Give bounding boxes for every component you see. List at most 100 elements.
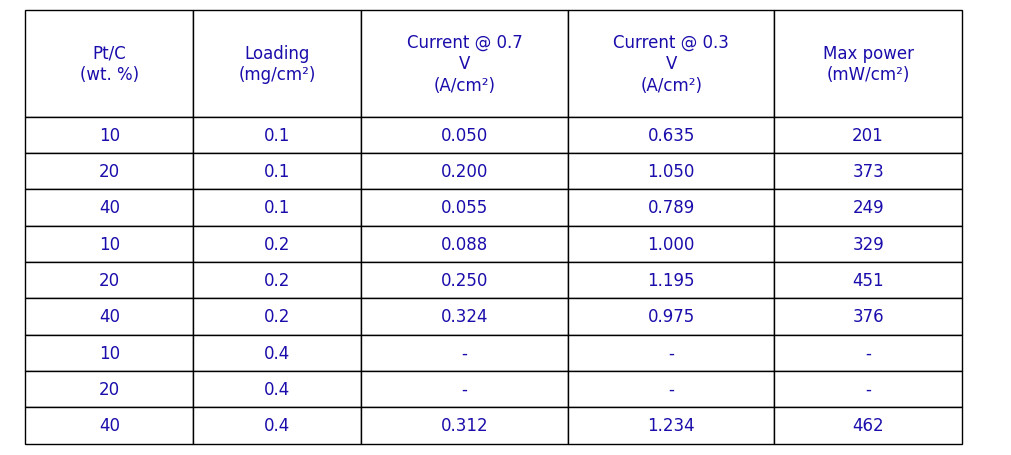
Text: 10: 10 [99,235,120,253]
Bar [568,190,774,226]
Text: 451: 451 [852,272,884,289]
Text: -: - [865,344,871,362]
Text: 329: 329 [852,235,884,253]
Text: 0.055: 0.055 [441,199,488,217]
Bar [25,371,193,407]
Bar [774,226,961,263]
Text: 0.200: 0.200 [441,163,488,181]
Bar [25,263,193,298]
Text: 1.050: 1.050 [647,163,695,181]
Bar [361,371,568,407]
Bar [25,226,193,263]
Bar [25,335,193,371]
Bar [568,298,774,335]
Bar [774,11,961,117]
Text: 0.4: 0.4 [264,380,290,398]
Text: 0.2: 0.2 [264,308,290,326]
Bar [568,407,774,444]
Bar [568,371,774,407]
Bar [361,190,568,226]
Bar [361,11,568,117]
Bar [568,11,774,117]
Text: 20: 20 [99,272,120,289]
Bar [25,117,193,153]
Text: 0.4: 0.4 [264,344,290,362]
Text: 0.312: 0.312 [441,416,488,435]
Bar [568,226,774,263]
Text: 10: 10 [99,344,120,362]
Text: Loading
(mg/cm²): Loading (mg/cm²) [239,45,316,84]
Text: 10: 10 [99,126,120,144]
Bar [193,335,361,371]
Text: 0.4: 0.4 [264,416,290,435]
Text: 20: 20 [99,380,120,398]
Text: -: - [668,344,674,362]
Bar [774,263,961,298]
Bar [568,263,774,298]
Text: 0.975: 0.975 [648,308,695,326]
Text: 376: 376 [852,308,884,326]
Bar [774,371,961,407]
Bar [361,117,568,153]
Text: 40: 40 [99,199,120,217]
Text: 40: 40 [99,416,120,435]
Bar [193,263,361,298]
Bar [193,371,361,407]
Bar [774,335,961,371]
Bar [193,11,361,117]
Bar [361,298,568,335]
Bar [568,153,774,190]
Bar [25,190,193,226]
Text: 0.088: 0.088 [441,235,488,253]
Bar [568,117,774,153]
Bar [361,226,568,263]
Bar [193,298,361,335]
Text: 0.789: 0.789 [648,199,695,217]
Text: -: - [462,380,468,398]
Bar [25,298,193,335]
Text: Current @ 0.7
V
(A/cm²): Current @ 0.7 V (A/cm²) [406,34,523,95]
Bar [193,117,361,153]
Text: 1.195: 1.195 [647,272,695,289]
Text: 0.1: 0.1 [264,126,290,144]
Bar [568,335,774,371]
Bar [774,407,961,444]
Bar [361,153,568,190]
Text: 0.1: 0.1 [264,163,290,181]
Text: -: - [865,380,871,398]
Text: 1.000: 1.000 [647,235,695,253]
Bar [25,407,193,444]
Text: 249: 249 [852,199,884,217]
Text: 0.2: 0.2 [264,235,290,253]
Bar [774,298,961,335]
Bar [774,153,961,190]
Text: 0.635: 0.635 [647,126,695,144]
Text: Max power
(mW/cm²): Max power (mW/cm²) [823,45,914,84]
Bar [361,407,568,444]
Text: Current @ 0.3
V
(A/cm²): Current @ 0.3 V (A/cm²) [614,34,729,95]
Text: 0.324: 0.324 [441,308,488,326]
Bar [193,226,361,263]
Text: 373: 373 [852,163,884,181]
Bar [361,263,568,298]
Text: -: - [462,344,468,362]
Bar [193,407,361,444]
Text: 462: 462 [852,416,884,435]
Text: 0.250: 0.250 [441,272,488,289]
Text: 0.2: 0.2 [264,272,290,289]
Text: 20: 20 [99,163,120,181]
Text: 0.1: 0.1 [264,199,290,217]
Text: -: - [668,380,674,398]
Bar [193,190,361,226]
Bar [774,190,961,226]
Bar [25,153,193,190]
Text: 1.234: 1.234 [647,416,695,435]
Text: 201: 201 [852,126,884,144]
Bar [774,117,961,153]
Bar [193,153,361,190]
Bar [361,335,568,371]
Text: Pt/C
(wt. %): Pt/C (wt. %) [80,45,139,84]
Bar [25,11,193,117]
Text: 40: 40 [99,308,120,326]
Text: 0.050: 0.050 [441,126,488,144]
